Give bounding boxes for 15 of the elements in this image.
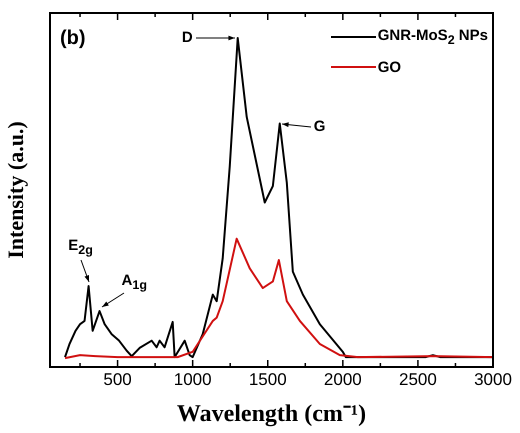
x-tick-label: 1000	[174, 370, 212, 389]
x-tick-label: 500	[103, 370, 132, 389]
x-tick-label: 1500	[248, 370, 287, 389]
legend-label: GNR-MoS$_{2}$ NPs	[378, 27, 488, 47]
x-axis-title: Wavelength (cm⁻¹)	[176, 400, 366, 427]
annotation: E$_{2g}$	[68, 236, 93, 260]
annotation: D	[182, 28, 193, 48]
y-axis-title: Intensity (a.u.)	[2, 121, 28, 259]
legend-label: GO	[378, 58, 402, 76]
x-tick-label: 2500	[399, 370, 437, 389]
x-tick-label: 3000	[474, 370, 512, 389]
annotation: G	[314, 116, 326, 137]
x-tick-label: 2000	[324, 370, 362, 389]
annotation: (b)	[60, 27, 86, 50]
annotation: A$_{1g}$	[122, 271, 147, 294]
